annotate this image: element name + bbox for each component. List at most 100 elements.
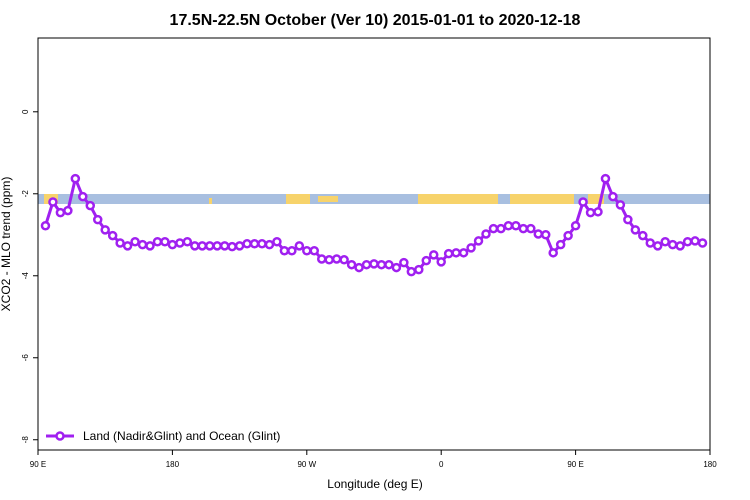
- point: [264, 239, 275, 250]
- y-axis-title: XCO2 - MLO trend (ppm): [0, 177, 13, 312]
- x-axis-title: Longitude (deg E): [327, 477, 422, 491]
- point: [585, 207, 596, 218]
- point: [593, 207, 603, 217]
- point: [369, 259, 379, 269]
- point: [690, 236, 700, 246]
- point: [242, 239, 252, 249]
- point: [339, 255, 349, 265]
- y-tick-label: -4: [21, 272, 30, 280]
- point: [85, 200, 96, 211]
- point: [563, 230, 573, 241]
- point: [78, 191, 88, 202]
- point: [428, 250, 439, 260]
- point: [249, 239, 260, 249]
- point: [578, 197, 588, 207]
- point: [130, 236, 140, 247]
- y-tick-label: 0: [21, 109, 30, 114]
- point: [570, 221, 581, 231]
- point: [70, 173, 81, 184]
- point: [540, 230, 551, 240]
- point: [167, 239, 178, 250]
- point: [227, 241, 237, 252]
- point: [511, 221, 521, 231]
- point: [630, 225, 641, 235]
- point: [436, 257, 446, 267]
- point: [503, 221, 514, 231]
- point: [234, 241, 245, 251]
- point: [384, 259, 394, 270]
- y-tick-label: -8: [21, 436, 30, 444]
- point: [361, 259, 372, 270]
- point: [466, 243, 476, 253]
- point: [600, 173, 611, 184]
- point: [175, 238, 185, 248]
- point: [458, 248, 469, 258]
- point: [354, 262, 364, 273]
- point: [555, 239, 566, 250]
- point: [406, 266, 417, 277]
- point: [294, 241, 305, 251]
- point: [615, 200, 626, 210]
- point: [212, 241, 222, 251]
- point: [302, 246, 312, 256]
- x-tick-label: 180: [166, 460, 180, 469]
- point: [660, 236, 670, 247]
- y-tick-label: -2: [21, 190, 30, 198]
- x-tick-label: 90 E: [30, 460, 46, 469]
- point: [137, 239, 148, 250]
- point: [414, 264, 424, 275]
- point: [55, 207, 66, 218]
- legend-marker: [55, 431, 65, 441]
- point: [608, 191, 618, 202]
- point: [391, 262, 402, 273]
- point: [316, 254, 327, 264]
- point: [324, 255, 334, 265]
- point: [652, 241, 663, 251]
- point: [623, 214, 633, 225]
- point: [451, 248, 461, 258]
- point: [533, 229, 544, 239]
- x-tick-label: 180: [703, 460, 717, 469]
- point: [152, 236, 163, 247]
- y-tick-label: -6: [21, 354, 30, 362]
- point: [287, 246, 297, 256]
- point: [115, 238, 125, 248]
- point: [376, 259, 387, 270]
- surface-band: [38, 194, 710, 204]
- point: [346, 259, 357, 270]
- point: [272, 236, 282, 247]
- point: [107, 230, 118, 241]
- point: [145, 241, 155, 251]
- point: [548, 248, 558, 258]
- point: [48, 197, 58, 207]
- point: [682, 236, 693, 247]
- point: [122, 241, 133, 251]
- point: [496, 223, 506, 234]
- point: [443, 248, 454, 259]
- point: [697, 238, 708, 248]
- x-tick-label: 0: [439, 460, 444, 469]
- point: [63, 205, 73, 216]
- point: [204, 241, 215, 251]
- point: [526, 223, 536, 234]
- point: [399, 257, 409, 268]
- point: [182, 236, 193, 247]
- chart-title: 17.5N-22.5N October (Ver 10) 2015-01-01 …: [170, 12, 581, 29]
- point: [638, 230, 648, 241]
- point: [190, 241, 200, 251]
- point: [257, 239, 267, 249]
- point: [481, 229, 491, 239]
- point: [219, 241, 230, 251]
- point: [675, 241, 685, 251]
- point: [667, 239, 678, 250]
- series-line: [44, 173, 703, 274]
- point: [421, 255, 432, 266]
- point: [645, 238, 656, 248]
- point: [309, 246, 320, 256]
- point: [518, 223, 529, 234]
- point: [100, 225, 110, 235]
- legend-label: Land (Nadir&Glint) and Ocean (Glint): [83, 429, 280, 443]
- point: [160, 236, 170, 247]
- point: [92, 214, 103, 225]
